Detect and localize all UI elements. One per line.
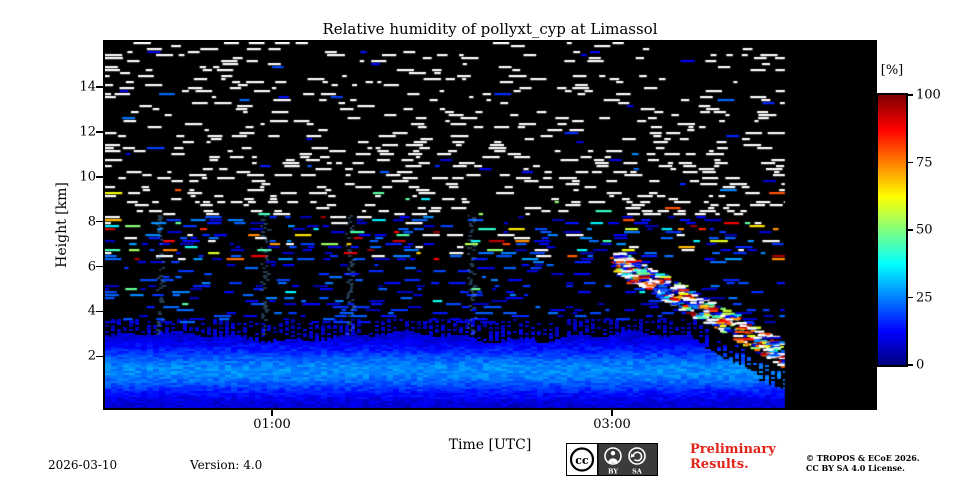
axis-tick xyxy=(96,310,103,313)
colorbar-tick-label: 75 xyxy=(916,155,933,170)
y-tick-label: 12 xyxy=(79,124,96,140)
preliminary-line2: Results. xyxy=(690,457,749,472)
x-tick-label: 01:00 xyxy=(253,417,291,432)
preliminary-line1: Preliminary xyxy=(690,442,776,457)
axis-tick xyxy=(908,161,913,164)
axis-tick xyxy=(271,410,273,416)
axis-tick xyxy=(96,355,103,358)
colorbar xyxy=(878,95,906,365)
y-tick-label: 4 xyxy=(87,303,96,319)
colorbar-unit-label: [%] xyxy=(880,63,904,78)
plot-frame xyxy=(103,40,877,410)
preliminary-results-notice: Preliminary Results. xyxy=(690,442,776,472)
cc-logo-text: cc xyxy=(575,454,589,467)
by-label: BY xyxy=(608,468,618,476)
axis-tick xyxy=(96,220,103,223)
axis-tick xyxy=(908,296,913,299)
colorbar-tick-label: 50 xyxy=(916,222,933,238)
axis-tick xyxy=(96,86,103,88)
axis-tick xyxy=(908,229,913,231)
colorbar-tick-label: 0 xyxy=(916,357,925,373)
axis-tick xyxy=(908,364,913,366)
measurement-date: 2026-03-10 xyxy=(48,458,118,472)
y-tick-label: 2 xyxy=(87,348,96,364)
copyright-notice: © TROPOS & ECoE 2026. CC BY SA 4.0 Licen… xyxy=(806,453,920,473)
axis-tick xyxy=(96,176,103,178)
cc-circle-icon xyxy=(569,447,595,472)
by-person-icon xyxy=(604,447,622,465)
colorbar-tick-label: 25 xyxy=(916,290,933,305)
heatmap-canvas xyxy=(105,42,875,408)
colorbar-frame xyxy=(876,93,908,367)
colorbar-tick-label: 100 xyxy=(916,87,941,103)
x-axis-label: Time [UTC] xyxy=(448,437,532,453)
axis-tick xyxy=(611,410,613,416)
sa-arrow-icon xyxy=(628,447,646,465)
y-tick-label: 10 xyxy=(79,169,96,185)
x-tick-label: 03:00 xyxy=(593,417,631,432)
axis-tick xyxy=(96,265,103,268)
copyright-line2: CC BY SA 4.0 License. xyxy=(806,463,905,473)
axis-tick xyxy=(908,94,913,96)
chart-title: Relative humidity of pollyxt_cyp at Lima… xyxy=(322,20,658,38)
copyright-line1: © TROPOS & ECoE 2026. xyxy=(806,453,920,463)
axis-tick xyxy=(96,131,103,133)
version-label: Version: 4.0 xyxy=(190,458,263,472)
cc-license-badge: cc BY SA xyxy=(566,443,658,476)
y-tick-label: 14 xyxy=(79,79,96,95)
y-tick-label: 6 xyxy=(87,259,96,275)
sa-label: SA xyxy=(632,468,643,476)
y-tick-label: 8 xyxy=(87,214,96,230)
